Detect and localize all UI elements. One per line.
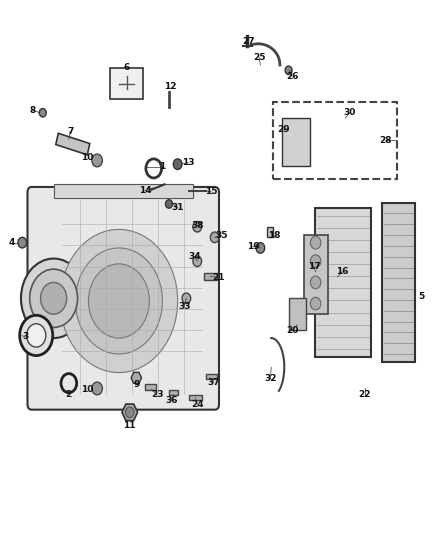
- Circle shape: [311, 276, 321, 289]
- Circle shape: [60, 229, 178, 373]
- Text: 29: 29: [277, 125, 290, 134]
- Text: 15: 15: [205, 187, 217, 196]
- Text: 38: 38: [191, 221, 204, 230]
- Circle shape: [311, 255, 321, 268]
- Text: 30: 30: [343, 108, 356, 117]
- Text: 12: 12: [164, 82, 177, 91]
- Bar: [273, 102, 397, 179]
- Polygon shape: [131, 373, 141, 383]
- Text: 1: 1: [159, 163, 166, 171]
- Text: 18: 18: [268, 231, 281, 240]
- Text: 10: 10: [81, 385, 94, 394]
- Text: 9: 9: [134, 379, 140, 389]
- FancyBboxPatch shape: [28, 187, 219, 410]
- Bar: [304, 235, 328, 314]
- Bar: [204, 273, 217, 280]
- Circle shape: [21, 259, 86, 338]
- Circle shape: [41, 282, 67, 314]
- Bar: [188, 395, 201, 400]
- Text: 36: 36: [165, 395, 177, 405]
- Circle shape: [285, 66, 292, 75]
- Polygon shape: [267, 227, 273, 237]
- Text: 7: 7: [67, 127, 73, 136]
- Circle shape: [88, 264, 149, 338]
- Circle shape: [311, 236, 321, 249]
- Circle shape: [75, 248, 162, 354]
- Polygon shape: [282, 118, 311, 166]
- Circle shape: [193, 221, 201, 232]
- Text: 25: 25: [253, 53, 265, 62]
- Bar: [145, 384, 156, 390]
- Polygon shape: [122, 404, 138, 421]
- Circle shape: [27, 324, 46, 347]
- Circle shape: [193, 256, 201, 266]
- Bar: [289, 298, 306, 330]
- Circle shape: [92, 382, 102, 395]
- Circle shape: [256, 243, 265, 253]
- Circle shape: [20, 316, 53, 356]
- Text: 32: 32: [264, 374, 277, 383]
- Text: 33: 33: [178, 302, 191, 311]
- Text: 19: 19: [247, 242, 259, 251]
- FancyBboxPatch shape: [110, 68, 143, 100]
- Bar: [56, 133, 90, 155]
- Circle shape: [125, 407, 134, 418]
- Bar: [206, 374, 217, 379]
- Text: 21: 21: [212, 272, 224, 281]
- Text: 27: 27: [242, 37, 255, 46]
- Text: 2: 2: [66, 390, 72, 399]
- Circle shape: [166, 200, 173, 208]
- Circle shape: [182, 293, 191, 304]
- Text: 37: 37: [208, 377, 220, 386]
- Text: 20: 20: [286, 326, 298, 335]
- Circle shape: [210, 232, 219, 243]
- Text: 34: 34: [189, 253, 201, 262]
- Text: 22: 22: [359, 390, 371, 399]
- Text: 17: 17: [307, 262, 320, 271]
- Text: 6: 6: [124, 63, 130, 72]
- Circle shape: [173, 159, 182, 169]
- Text: 23: 23: [151, 390, 163, 399]
- Text: 14: 14: [139, 186, 151, 195]
- Text: 10: 10: [81, 154, 94, 163]
- Text: 35: 35: [215, 231, 227, 240]
- Circle shape: [39, 109, 46, 117]
- Text: 4: 4: [8, 238, 14, 247]
- Circle shape: [30, 269, 78, 327]
- Text: 26: 26: [286, 72, 298, 81]
- Text: 13: 13: [182, 158, 195, 167]
- Text: 24: 24: [191, 400, 204, 409]
- Text: 11: 11: [124, 421, 136, 430]
- Text: 5: 5: [418, 292, 424, 301]
- Text: 8: 8: [30, 106, 36, 115]
- Circle shape: [311, 297, 321, 310]
- Bar: [315, 208, 371, 357]
- Bar: [53, 184, 193, 198]
- Text: 31: 31: [171, 203, 184, 212]
- Text: 3: 3: [22, 332, 28, 341]
- Bar: [382, 203, 415, 362]
- Text: 28: 28: [379, 136, 392, 145]
- Circle shape: [92, 154, 102, 167]
- Bar: [169, 390, 178, 395]
- Text: 16: 16: [336, 268, 348, 276]
- Circle shape: [18, 237, 27, 248]
